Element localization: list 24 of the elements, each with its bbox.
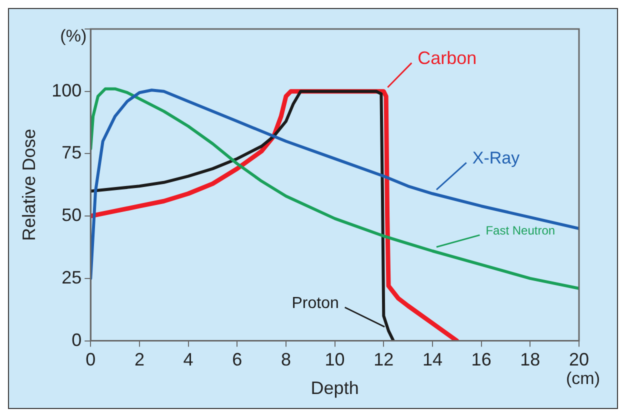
y-tick-label: 0 [72, 330, 82, 350]
text: (%) [60, 26, 87, 46]
x-tick-label: 4 [183, 350, 194, 370]
x-axis-title: Depth [310, 378, 359, 398]
x-tick-label: 8 [280, 350, 291, 370]
text: X-Ray [472, 148, 520, 168]
text: Fast Neutron [486, 223, 556, 238]
x-tick-label: 6 [232, 350, 242, 370]
text: Carbon [418, 48, 477, 68]
x-tick-label: 16 [471, 350, 492, 370]
y-axis-title: Relative Dose [18, 128, 39, 241]
x-tick-label: 2 [134, 350, 144, 370]
x-tick-label: 20 [568, 350, 590, 370]
y-tick-label: 25 [62, 267, 82, 288]
x-tick-label: 18 [520, 350, 540, 370]
y-tick-label: 100 [52, 80, 82, 100]
y-tick-label: 50 [62, 205, 82, 226]
text: (cm) [566, 368, 600, 388]
text: Proton [292, 294, 339, 312]
x-tick-label: 14 [422, 350, 443, 370]
x-tick-label: 12 [374, 350, 394, 370]
x-tick-label: 0 [86, 350, 96, 370]
y-tick-label: 75 [62, 142, 82, 163]
x-tick-label: 10 [324, 350, 345, 370]
